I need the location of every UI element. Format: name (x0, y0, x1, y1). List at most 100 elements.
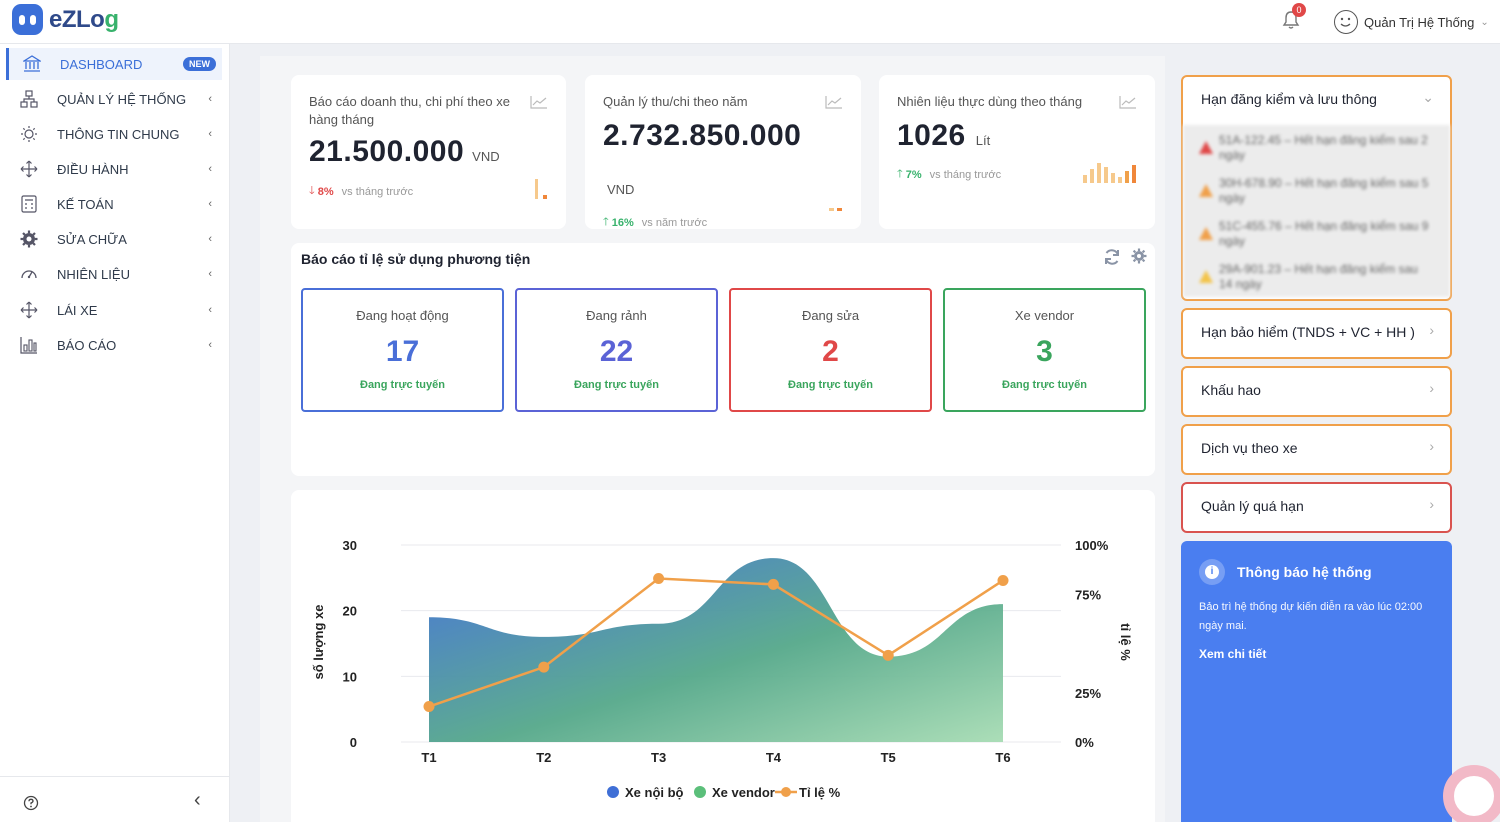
x-tick-label: T6 (995, 750, 1010, 765)
refresh-icon[interactable] (1103, 248, 1121, 266)
accordion-han-bao-hiem[interactable]: Hạn bảo hiểm (TNDS + VC + HH ) › (1181, 308, 1452, 359)
sidebar-footer: ‹ (0, 776, 230, 822)
legend-marker (607, 786, 619, 798)
vehicle-usage-panel: Báo cáo tỉ lệ sử dụng phương tiện Đang h… (291, 243, 1155, 476)
y-tick-label: 0 (350, 735, 357, 750)
chevron-left-icon: ‹ (208, 233, 212, 245)
status-label: Xe vendor (1014, 308, 1075, 323)
kpi-unit: VND (472, 149, 500, 164)
kpi-card-fuel[interactable]: Nhiên liệu thực dùng theo tháng 1026 Lít… (879, 75, 1155, 229)
accordion-label: Hạn bảo hiểm (TNDS + VC + HH ) (1201, 324, 1415, 340)
cog-icon (20, 230, 38, 248)
kpi-card-thu-chi[interactable]: Quản lý thu/chi theo năm 2.732.850.000 V… (585, 75, 861, 229)
kpi-trend: 🡓 8% vs tháng trước (309, 182, 413, 201)
sidebar-item-label: THÔNG TIN CHUNG (57, 126, 180, 142)
user-menu[interactable]: Quản Trị Hệ Thống ⌄ (1334, 10, 1489, 34)
chevron-left-icon: ‹ (208, 128, 212, 140)
x-tick-label: T4 (766, 750, 782, 765)
accordion-han-dang-kiem[interactable]: Hạn đăng kiểm và lưu thông ⌄ 51A-122.45 … (1181, 75, 1452, 301)
kpi-title: Báo cáo doanh thu, chi phí theo xe hàng … (309, 94, 510, 127)
sidebar-item-ke-toan[interactable]: KẾ TOÁN ‹ (6, 188, 222, 220)
sidebar-item-label: DASHBOARD (60, 56, 143, 72)
sidebar-item-label: SỬA CHỮA (57, 231, 127, 247)
status-box-dang-ranh[interactable]: Đang rảnh 22 Đang trực tuyến (515, 288, 718, 412)
kpi-title: Quản lý thu/chi theo năm (603, 94, 748, 109)
kpi-card-revenue[interactable]: Báo cáo doanh thu, chi phí theo xe hàng … (291, 75, 566, 229)
sidebar-item-bao-cao[interactable]: BÁO CÁO ‹ (6, 329, 222, 361)
notice-body: Bảo trì hệ thống dự kiến diễn ra vào lúc… (1199, 601, 1423, 632)
alert-item[interactable]: 51A-122.45 – Hết hạn đăng kiểm sau 2 ngà… (1197, 129, 1437, 169)
sidebar-item-label: NHIÊN LIỆU (57, 266, 130, 282)
chevron-right-icon: › (1429, 496, 1434, 512)
line-point (997, 574, 1009, 586)
chevron-right-icon: › (1429, 380, 1434, 396)
accordion-label: Khấu hao (1201, 382, 1261, 398)
x-tick-label: T1 (421, 750, 436, 765)
accordion-label: Dịch vụ theo xe (1201, 440, 1298, 456)
line-chart-icon[interactable] (530, 95, 548, 109)
chevron-left-icon: ‹ (208, 304, 212, 316)
sidebar-item-lai-xe[interactable]: LÁI XE ‹ (6, 294, 222, 326)
mini-bar-chart (829, 208, 842, 211)
warning-icon (1199, 141, 1213, 154)
sidebar-item-nhien-lieu[interactable]: NHIÊN LIỆU ‹ (6, 258, 222, 290)
x-tick-label: T2 (536, 750, 551, 765)
line-point (423, 701, 435, 713)
chevron-left-icon: ‹ (208, 163, 212, 175)
notification-count-badge: 0 (1292, 3, 1306, 17)
status-box-dang-hoat-dong[interactable]: Đang hoạt động 17 Đang trực tuyến (301, 288, 504, 412)
logo-mark-icon (12, 4, 43, 35)
kpi-title: Nhiên liệu thực dùng theo tháng (897, 94, 1083, 109)
sidebar: DASHBOARD NEW QUẢN LÝ HỆ THỐNG ‹ THÔNG T… (0, 44, 230, 822)
y2-tick-label: 25% (1075, 686, 1101, 701)
accordion-quan-ly-qua-han[interactable]: Quản lý quá hạn › (1181, 482, 1452, 533)
notice-detail-link[interactable]: Xem chi tiết (1199, 647, 1267, 661)
alert-item[interactable]: 30H-678.90 – Hết hạn đăng kiểm sau 5 ngà… (1197, 172, 1437, 212)
status-label: Đang rảnh (586, 308, 647, 323)
status-label: Đang sửa (801, 308, 860, 323)
status-count: 2 (822, 335, 839, 368)
calculator-icon (20, 195, 38, 213)
kpi-value: 2.732.850.000 (603, 119, 802, 152)
y-tick-label: 10 (343, 669, 357, 684)
user-name: Quản Trị Hệ Thống (1364, 14, 1475, 30)
kpi-unit: Lít (975, 133, 991, 148)
settings-icon[interactable] (1131, 248, 1147, 264)
sidebar-item-thong-tin-chung[interactable]: THÔNG TIN CHUNG ‹ (6, 118, 222, 150)
help-icon[interactable] (23, 795, 39, 811)
warning-icon (1199, 270, 1213, 283)
status-box-dang-sua[interactable]: Đang sửa 2 Đang trực tuyến (729, 288, 932, 412)
chat-bubble-button[interactable] (1443, 765, 1500, 822)
sidebar-item-sua-chua[interactable]: SỬA CHỮA ‹ (6, 223, 222, 255)
sidebar-item-dashboard[interactable]: DASHBOARD NEW (6, 48, 222, 80)
warning-icon (1199, 184, 1213, 197)
status-box-xe-vendor[interactable]: Xe vendor 3 Đang trực tuyến (943, 288, 1146, 412)
arrow-up-icon: 🡑 (603, 216, 609, 228)
legend-label: Xe nội bộ (625, 785, 684, 800)
chevron-left-icon: ‹ (208, 268, 212, 280)
alert-item[interactable]: 29A-901.23 – Hết hạn đăng kiểm sau 14 ng… (1197, 258, 1437, 298)
arrow-up-icon: 🡑 (897, 168, 903, 180)
y2-tick-label: 75% (1075, 587, 1101, 602)
sidebar-item-label: LÁI XE (57, 302, 98, 318)
chevron-right-icon: › (1429, 438, 1434, 454)
status-sub: Đang trực tuyến (1002, 379, 1087, 391)
collapse-sidebar-icon[interactable]: ‹ (194, 789, 201, 811)
sidebar-item-dieu-hanh[interactable]: ĐIỀU HÀNH ‹ (6, 153, 222, 185)
kpi-unit: VND (607, 182, 635, 197)
arrow-down-icon: 🡓 (309, 185, 315, 197)
app-logo[interactable]: eZLog (12, 4, 119, 35)
legend-marker (781, 787, 791, 797)
alert-item[interactable]: 51C-455.76 – Hết hạn đăng kiểm sau 9 ngà… (1197, 215, 1437, 255)
panel-title: Báo cáo tỉ lệ sử dụng phương tiện (301, 251, 531, 267)
accordion-dich-vu-theo-xe[interactable]: Dịch vụ theo xe › (1181, 424, 1452, 475)
accordion-label: Quản lý quá hạn (1201, 498, 1304, 514)
y2-tick-label: 0% (1075, 735, 1094, 750)
line-point (767, 578, 779, 590)
line-chart-icon[interactable] (1119, 95, 1137, 109)
line-chart-icon[interactable] (825, 95, 843, 109)
kpi-trend: 🡑 7% vs tháng trước (897, 165, 1001, 184)
notice-title: Thông báo hệ thống (1237, 564, 1372, 580)
accordion-khau-hao[interactable]: Khấu hao › (1181, 366, 1452, 417)
sidebar-item-quan-ly-he-thong[interactable]: QUẢN LÝ HỆ THỐNG ‹ (6, 83, 222, 115)
